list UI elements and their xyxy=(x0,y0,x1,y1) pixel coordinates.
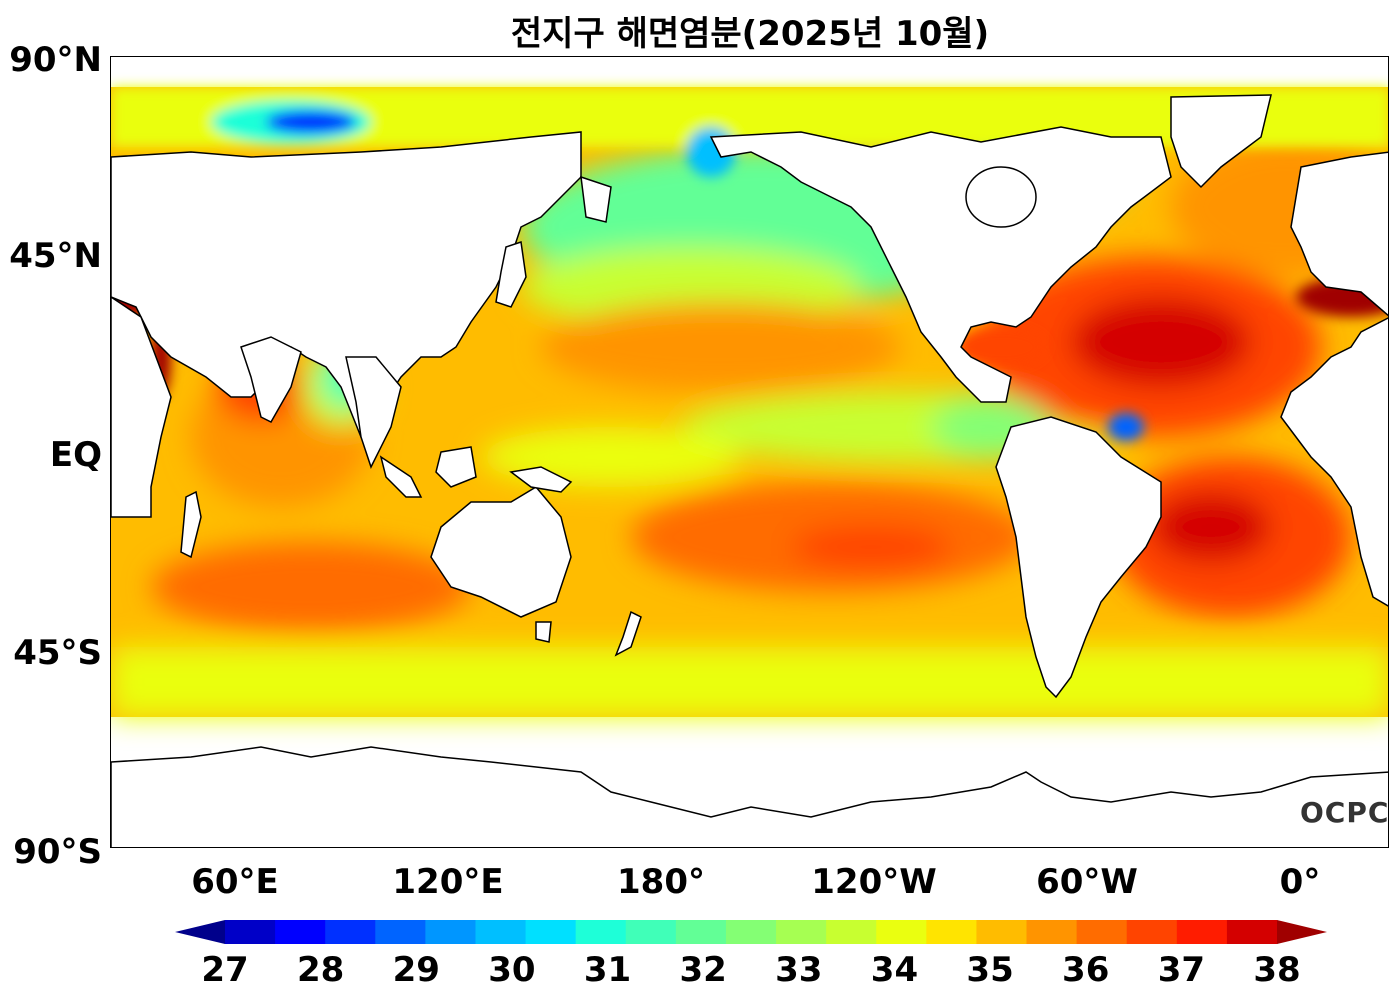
map-title: 전지구 해면염분(2025년 10월) xyxy=(510,14,990,54)
land-tasmania xyxy=(535,621,552,643)
colorbar-segment xyxy=(876,920,927,944)
colorbar-tick-label: 36 xyxy=(1062,950,1110,990)
colorbar-tick-label: 34 xyxy=(870,950,919,990)
colorbar-extend-max xyxy=(1277,920,1327,944)
lat-label-90s: 90°S xyxy=(13,832,102,872)
salinity-colorbar xyxy=(175,920,1327,944)
colorbar-tick-label: 37 xyxy=(1157,950,1206,990)
colorbar-segment xyxy=(926,920,977,944)
colorbar-tick-label: 31 xyxy=(583,950,632,990)
lon-label-180: 180° xyxy=(617,862,705,902)
colorbar-segment xyxy=(275,920,326,944)
salinity-map-svg xyxy=(111,87,1388,847)
lat-label-eq: EQ xyxy=(49,435,102,475)
colorbar-segment xyxy=(1076,920,1128,944)
colorbar-tick-label: 35 xyxy=(966,950,1014,990)
colorbar-tick-label: 27 xyxy=(201,950,249,990)
salinity-field xyxy=(111,87,1388,717)
colorbar-segment xyxy=(1126,920,1178,944)
colorbar-segment xyxy=(826,920,877,944)
lon-label-120w: 120°W xyxy=(811,862,937,902)
colorbar-segment xyxy=(675,920,727,944)
ocpc-logo: OCPC xyxy=(1300,796,1390,829)
colorbar-segment xyxy=(425,920,476,944)
colorbar-segment xyxy=(325,920,376,944)
land-madagascar xyxy=(180,490,202,559)
land-kamchatka xyxy=(580,175,612,223)
colorbar-segment xyxy=(1226,920,1278,944)
lon-label-60w: 60°W xyxy=(1036,862,1138,902)
land-south-america xyxy=(995,416,1162,699)
land-indochina xyxy=(345,356,402,469)
colorbar-tick-label: 30 xyxy=(488,950,536,990)
land-africa-south xyxy=(111,296,172,518)
land-borneo xyxy=(435,446,477,488)
lon-label-60e: 60°E xyxy=(191,862,279,902)
land-australia xyxy=(430,486,572,618)
land-europe-right xyxy=(1280,151,1388,607)
land-north-america xyxy=(709,126,1172,403)
land-antarctica xyxy=(111,746,1388,847)
salinity-map xyxy=(110,56,1389,848)
land-new-guinea xyxy=(509,466,573,493)
land-sumatra xyxy=(379,455,423,498)
lon-label-120e: 120°E xyxy=(392,862,504,902)
colorbar-tick-label: 38 xyxy=(1253,950,1301,990)
colorbar-segment xyxy=(225,920,276,944)
colorbar-segment xyxy=(1176,920,1228,944)
colorbar-tick-label: 29 xyxy=(392,950,440,990)
colorbar-segment xyxy=(475,920,527,944)
colorbar-tick-label: 33 xyxy=(775,950,823,990)
colorbar-segment xyxy=(575,920,627,944)
colorbar-segment xyxy=(1026,920,1078,944)
colorbar-segment xyxy=(625,920,677,944)
colorbar-segment xyxy=(525,920,577,944)
land-masses xyxy=(111,94,1388,847)
lat-label-45s: 45°S xyxy=(13,633,102,673)
colorbar-tick-label: 28 xyxy=(296,950,345,990)
lat-label-90n: 90°N xyxy=(9,40,102,80)
lat-label-45n: 45°N xyxy=(9,236,102,276)
lon-label-0: 0° xyxy=(1279,862,1321,902)
colorbar-tick-label: 32 xyxy=(679,950,727,990)
land-japan xyxy=(495,241,527,308)
colorbar-segment xyxy=(976,920,1028,944)
land-india xyxy=(240,336,302,423)
land-greenland xyxy=(1170,94,1272,189)
colorbar-segment xyxy=(375,920,426,944)
colorbar-segment xyxy=(776,920,827,944)
colorbar-segment xyxy=(725,920,777,944)
land-new-zealand xyxy=(614,610,642,657)
colorbar-extend-min xyxy=(175,920,225,944)
